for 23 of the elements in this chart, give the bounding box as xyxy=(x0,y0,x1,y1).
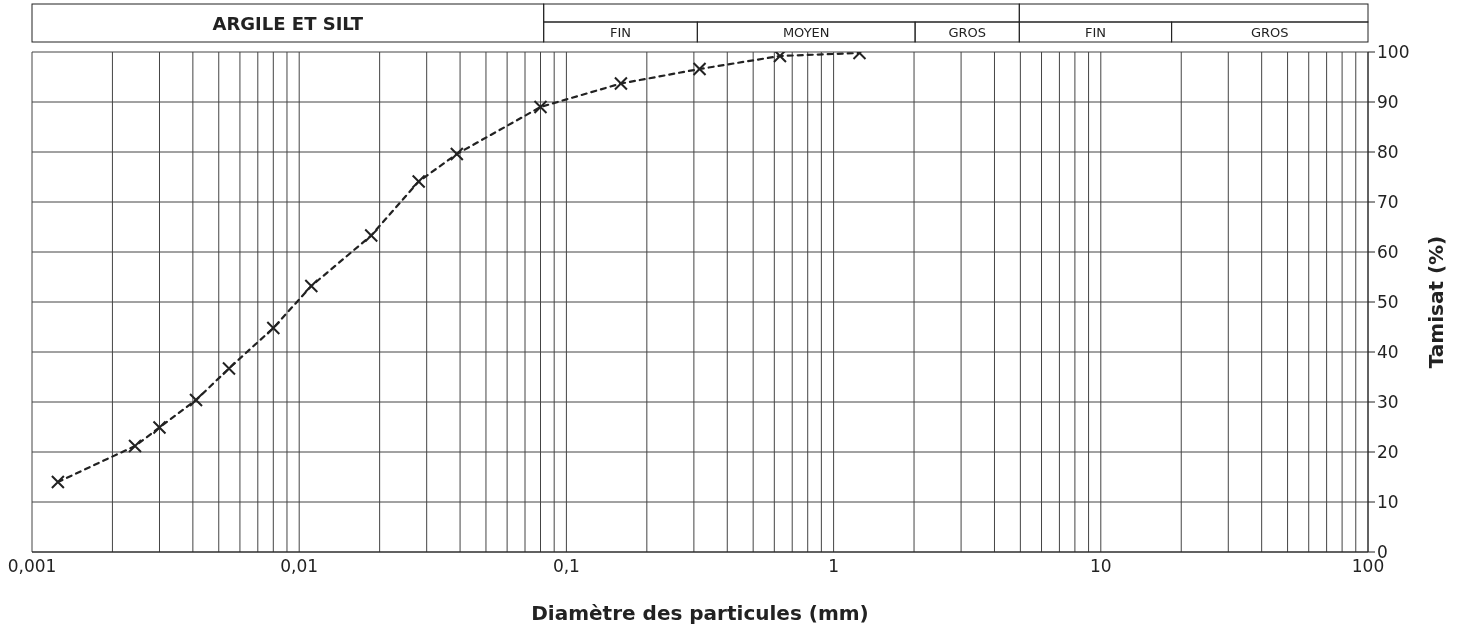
y-tick-label: 60 xyxy=(1377,242,1399,263)
text: GROS xyxy=(948,24,986,40)
x-tick-label: 0,001 xyxy=(7,556,57,577)
text: ARGILE ET SILT xyxy=(212,12,364,34)
x-tick-label: 10 xyxy=(1089,556,1112,577)
x-tick-label: 0,1 xyxy=(552,556,580,577)
x-tick-label: 1 xyxy=(828,556,840,577)
y-axis-title: Tamisat (%) xyxy=(1424,235,1449,369)
text: MOYEN xyxy=(782,24,830,40)
y-tick-label: 80 xyxy=(1377,142,1399,163)
y-tick-label: 90 xyxy=(1377,92,1399,113)
text: GROS xyxy=(1251,24,1289,40)
y-tick-label: 10 xyxy=(1377,492,1399,513)
x-tick-label: 0,01 xyxy=(280,556,319,577)
y-tick-label: 20 xyxy=(1377,442,1399,463)
x-axis-title: Diamètre des particules (mm) xyxy=(531,601,869,625)
y-tick-label: 50 xyxy=(1377,292,1399,313)
text: FIN xyxy=(609,24,632,40)
text: FIN xyxy=(1084,24,1106,40)
y-tick-label: 70 xyxy=(1377,192,1399,213)
y-tick-label: 100 xyxy=(1377,42,1410,63)
y-tick-label: 40 xyxy=(1377,342,1399,363)
y-tick-label: 30 xyxy=(1377,392,1399,413)
